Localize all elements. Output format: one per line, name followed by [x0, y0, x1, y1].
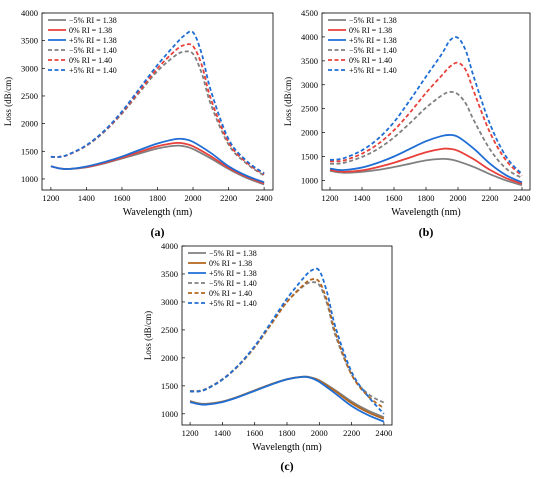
- y-axis-label: Loss (dB/cm): [143, 311, 153, 360]
- x-axis-label: Wavelength (nm): [252, 442, 321, 453]
- y-tick-label: 4000: [301, 32, 318, 42]
- series-line-1: [189, 375, 385, 419]
- legend-label: −5% RI = 1.38: [349, 16, 397, 25]
- x-tick-label: 2400: [514, 193, 531, 203]
- y-tick-label: 1500: [161, 381, 178, 391]
- series-line-2: [329, 147, 523, 185]
- series-line-3: [189, 375, 385, 423]
- y-tick-label: 2500: [301, 104, 318, 114]
- legend: −5% RI = 1.380% RI = 1.38+5% RI = 1.38−5…: [48, 16, 117, 75]
- x-tick-label: 1200: [322, 193, 339, 203]
- legend-label: 0% RI = 1.40: [209, 289, 252, 298]
- y-axis-label: Loss (dB/cm): [3, 77, 13, 126]
- y-tick-label: 4500: [301, 8, 318, 18]
- x-tick-label: 2400: [256, 193, 273, 203]
- x-tick-label: 1400: [214, 428, 231, 438]
- x-tick-label: 2000: [185, 193, 202, 203]
- legend-label: 0% RI = 1.40: [349, 56, 392, 65]
- legend-label: +5% RI = 1.40: [209, 299, 257, 308]
- x-tick-label: 1400: [354, 193, 371, 203]
- legend: −5% RI = 1.380% RI = 1.38+5% RI = 1.38−5…: [328, 16, 397, 75]
- series-line-2: [189, 375, 385, 420]
- y-tick-label: 1000: [21, 174, 38, 184]
- series-line-6: [50, 30, 265, 175]
- y-tick-label: 1000: [161, 409, 178, 419]
- y-tick-label: 3000: [21, 63, 38, 73]
- y-tick-label: 3000: [161, 297, 178, 307]
- x-tick-label: 1600: [113, 193, 130, 203]
- chart-panel-c: 1200 1400 1600 1800 2000 2200 2400 1000 1500 2000…: [143, 241, 392, 473]
- y-tick-label: 3500: [161, 269, 178, 279]
- y-tick-label: 4000: [21, 8, 38, 18]
- y-tick-label: 3000: [301, 80, 318, 90]
- y-tick-label: 2000: [301, 128, 318, 138]
- series-line-4: [329, 91, 523, 179]
- x-tick-label: 2200: [343, 428, 360, 438]
- y-axis-label: Loss (dB/cm): [283, 77, 293, 126]
- legend-label: +5% RI = 1.38: [349, 36, 397, 45]
- series-line-5: [190, 278, 385, 409]
- legend-label: 0% RI = 1.40: [69, 56, 112, 65]
- chart-panel-b: 1200 1400 1600 1800 2000 2200 2400 1000 1500 2000…: [283, 8, 531, 239]
- x-tick-label: 2200: [482, 193, 499, 203]
- series-line-1: [50, 144, 265, 186]
- y-tick-label: 1500: [21, 146, 38, 156]
- legend-label: +5% RI = 1.38: [69, 36, 117, 45]
- y-tick-label: 2500: [21, 91, 38, 101]
- panel-caption: (b): [419, 225, 434, 239]
- y-tick-label: 3500: [301, 56, 318, 66]
- legend-label: 0% RI = 1.38: [209, 259, 252, 268]
- series-line-1: [329, 157, 523, 187]
- panel-caption: (a): [151, 225, 165, 239]
- legend-label: −5% RI = 1.38: [69, 16, 117, 25]
- x-tick-label: 1200: [182, 428, 199, 438]
- series-line-5: [329, 61, 523, 177]
- y-tick-label: 2500: [161, 325, 178, 335]
- chart-panel-a: 1200 1400 1600 1800 2000 2200 2400 1000 1500 2000…: [3, 8, 274, 239]
- x-tick-label: 1600: [386, 193, 403, 203]
- x-tick-label: 2400: [375, 428, 392, 438]
- legend-label: 0% RI = 1.38: [349, 26, 392, 35]
- legend-label: +5% RI = 1.40: [69, 66, 117, 75]
- legend-label: −5% RI = 1.40: [209, 279, 257, 288]
- y-tick-label: 2000: [161, 353, 178, 363]
- legend-label: −5% RI = 1.40: [69, 46, 117, 55]
- x-tick-label: 1800: [418, 193, 435, 203]
- y-tick-label: 3500: [21, 36, 38, 46]
- x-tick-label: 2000: [311, 428, 328, 438]
- x-tick-label: 2200: [220, 193, 237, 203]
- x-axis-label: Wavelength (nm): [391, 207, 460, 218]
- y-tick-label: 1500: [301, 152, 318, 162]
- series-line-3: [50, 137, 265, 184]
- legend-label: −5% RI = 1.40: [349, 46, 397, 55]
- x-tick-label: 1200: [42, 193, 59, 203]
- x-tick-label: 1800: [149, 193, 166, 203]
- x-tick-label: 1400: [78, 193, 95, 203]
- legend-label: 0% RI = 1.38: [69, 26, 112, 35]
- x-tick-label: 1800: [279, 428, 296, 438]
- y-tick-label: 1000: [301, 175, 318, 185]
- x-tick-label: 2000: [450, 193, 467, 203]
- panel-caption: (c): [280, 459, 293, 473]
- legend-label: +5% RI = 1.40: [349, 66, 397, 75]
- legend-label: +5% RI = 1.38: [209, 269, 257, 278]
- series-line-6: [190, 267, 385, 415]
- series-line-3: [329, 134, 523, 184]
- x-axis-label: Wavelength (nm): [123, 207, 192, 218]
- legend: −5% RI = 1.380% RI = 1.38+5% RI = 1.38−5…: [188, 249, 257, 308]
- y-tick-label: 4000: [161, 241, 178, 251]
- x-tick-label: 1600: [246, 428, 263, 438]
- legend-label: −5% RI = 1.38: [209, 249, 257, 258]
- y-tick-label: 2000: [21, 119, 38, 129]
